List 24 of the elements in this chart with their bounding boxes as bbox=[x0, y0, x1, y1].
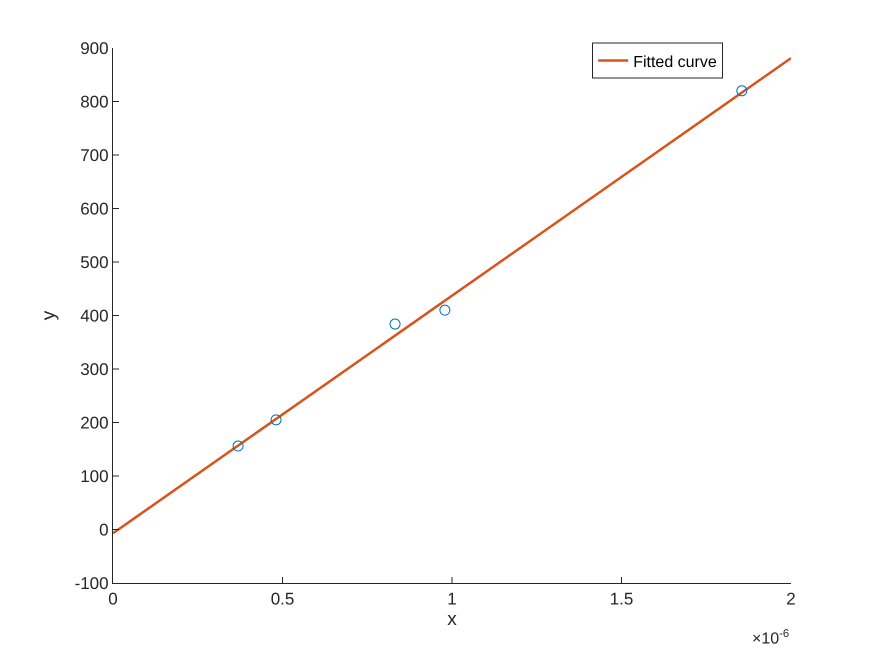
y-axis-title: y bbox=[38, 310, 60, 320]
x-tick-label: 0.5 bbox=[270, 589, 294, 608]
point bbox=[439, 304, 450, 316]
y-tick-label: 800 bbox=[80, 92, 109, 112]
legend-label: Fitted curve bbox=[633, 54, 717, 71]
x-axis-title: x bbox=[447, 609, 458, 630]
y-tick-label: 500 bbox=[80, 252, 109, 272]
y-tick-label: 0 bbox=[99, 520, 109, 540]
point bbox=[270, 414, 282, 426]
y-tick-label: 200 bbox=[80, 413, 109, 432]
y-tick-label: 600 bbox=[80, 199, 109, 218]
point bbox=[736, 85, 748, 96]
text: ×10$^{-6}$ bbox=[752, 628, 790, 648]
x-tick-label: 1 bbox=[447, 589, 457, 608]
y-tick-label: 300 bbox=[80, 360, 109, 379]
y-tick-label: 400 bbox=[80, 306, 109, 326]
x-tick-label: 1.5 bbox=[610, 589, 634, 608]
point bbox=[232, 440, 244, 452]
y-tick-label: 700 bbox=[80, 146, 109, 165]
y-tick-label: 100 bbox=[80, 466, 109, 486]
x-tick-label: 2 bbox=[786, 589, 796, 608]
point bbox=[390, 318, 401, 330]
y-tick-label: 900 bbox=[80, 38, 109, 58]
y-tick-label: -100 bbox=[74, 574, 109, 593]
